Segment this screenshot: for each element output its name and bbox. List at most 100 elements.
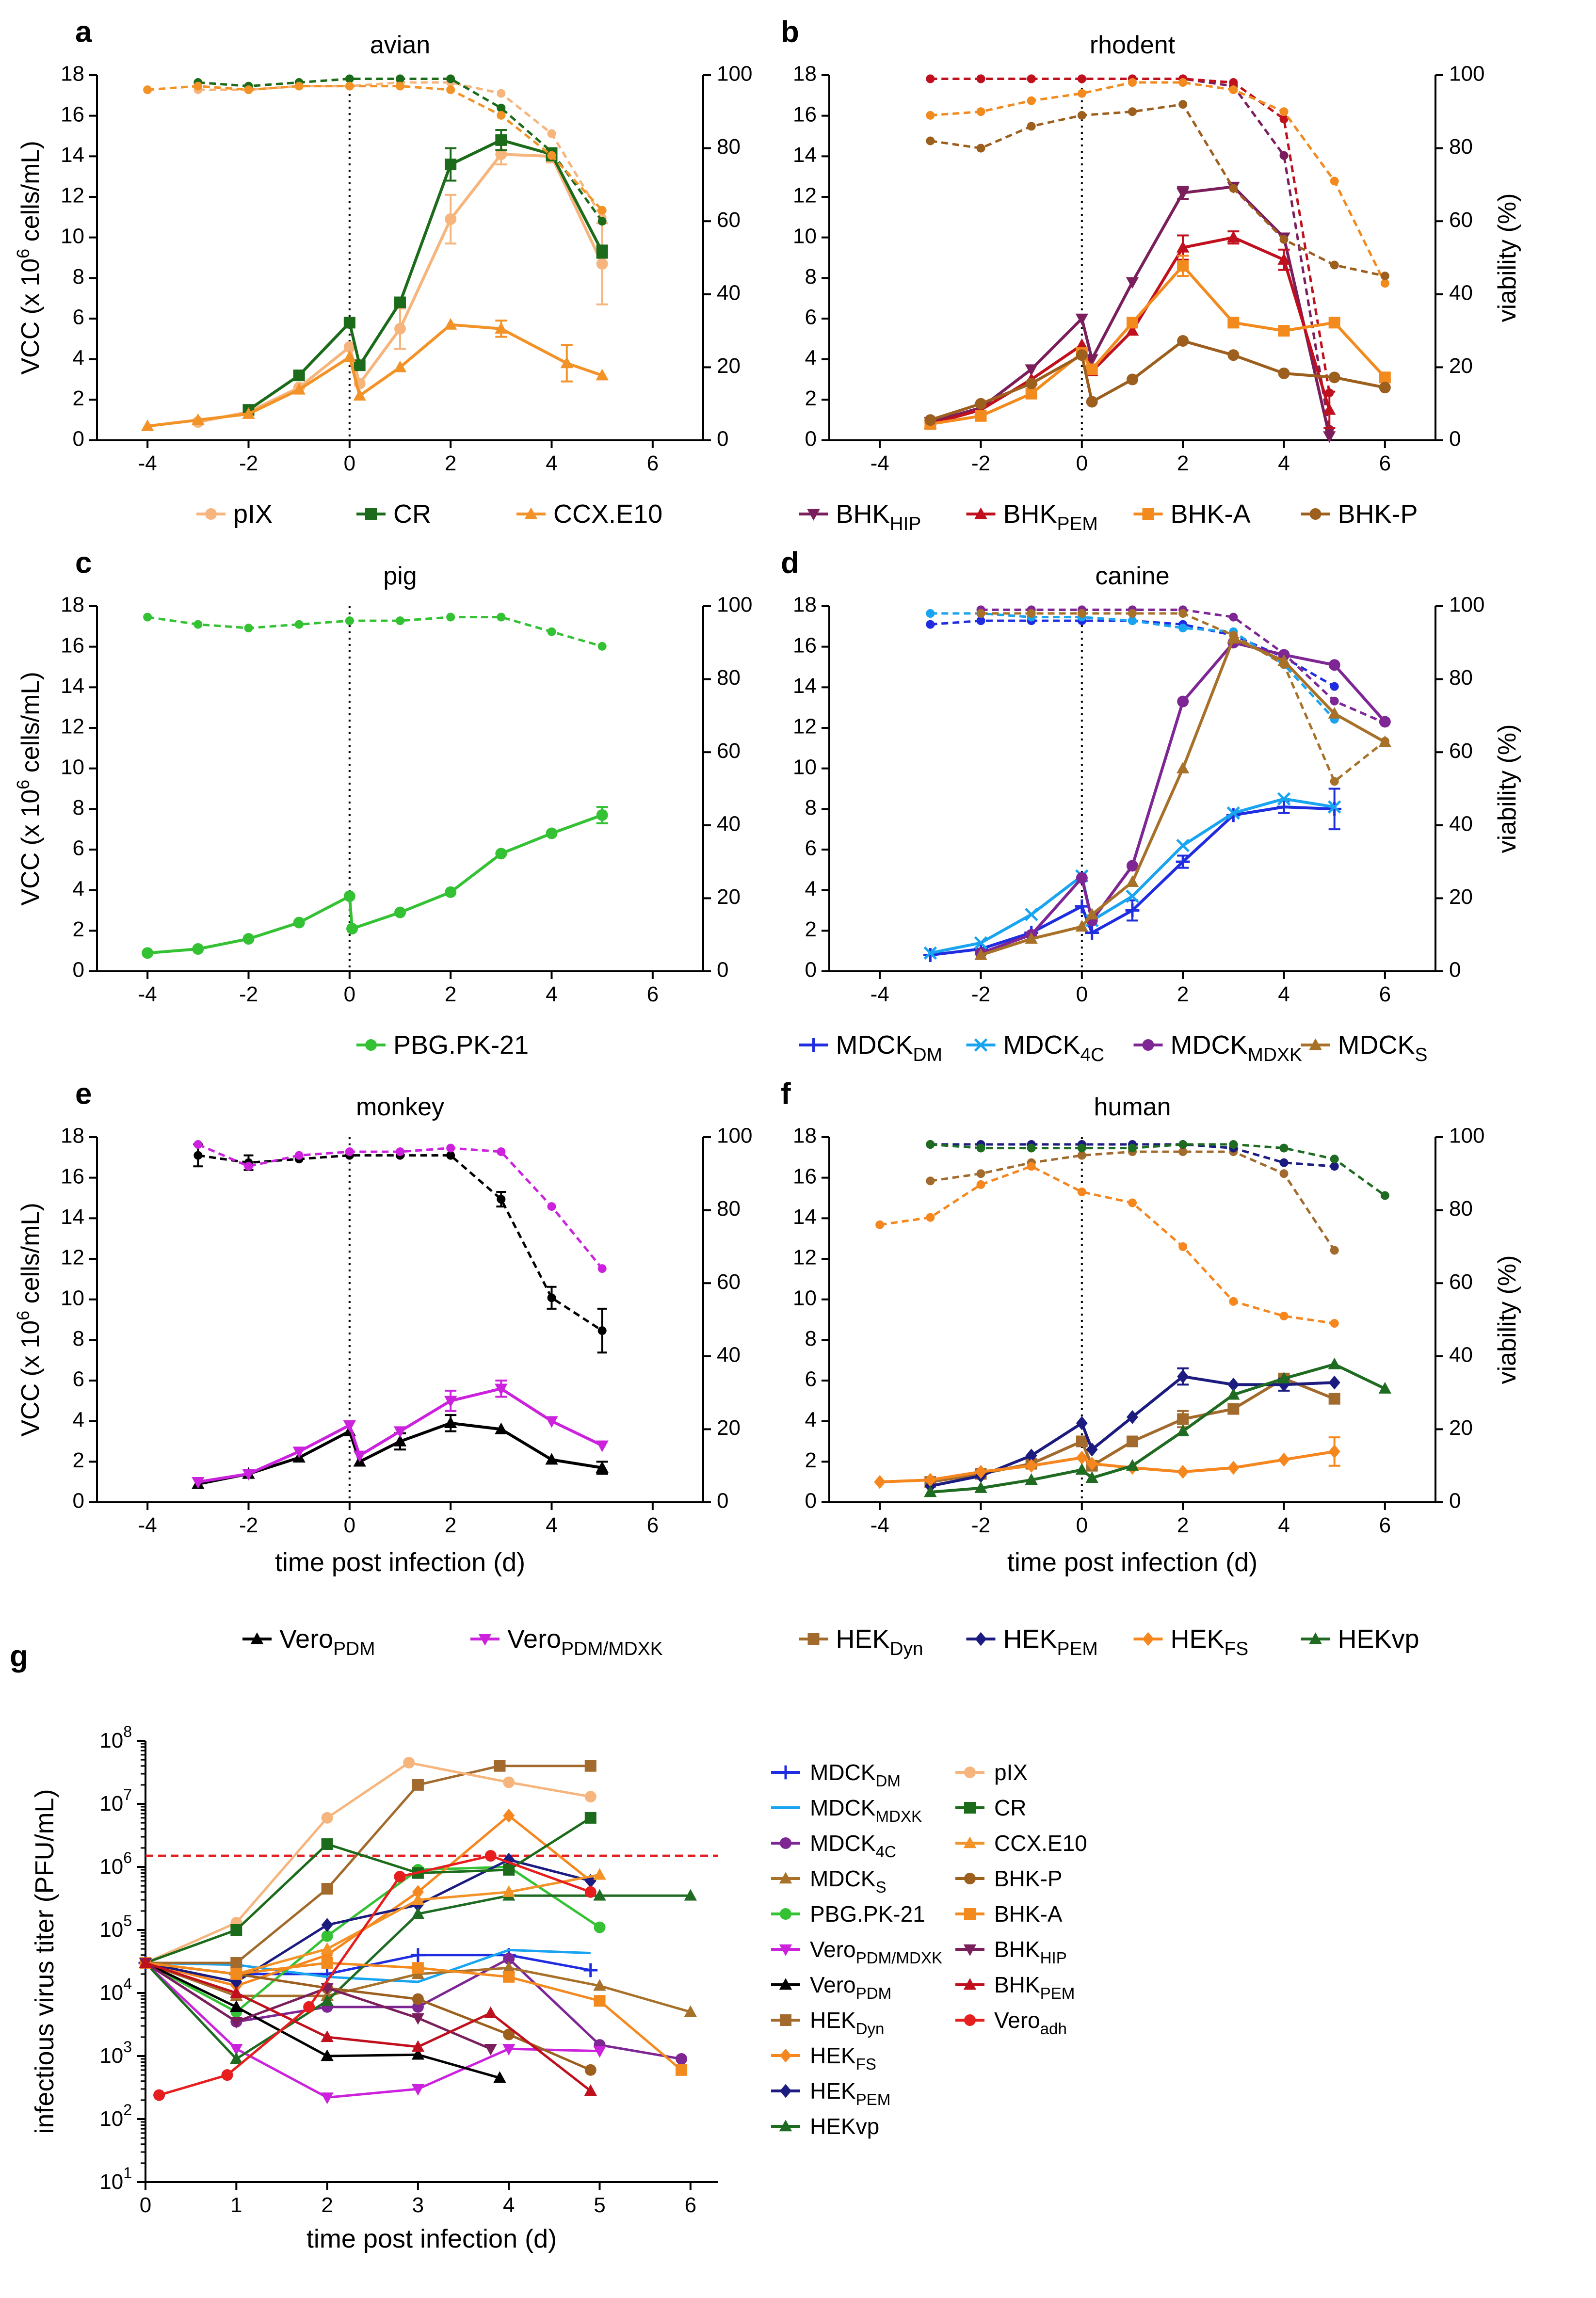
vcc-point — [1379, 371, 1391, 384]
legend-label-text: BHK-P — [994, 1866, 1063, 1891]
viability-point — [1330, 1162, 1339, 1171]
viability-point — [244, 1162, 253, 1171]
vcc-point — [1177, 1413, 1189, 1425]
vcc-point — [495, 134, 507, 146]
legend-item: pIX — [955, 1760, 1028, 1785]
legend-swatch-marker — [780, 2048, 791, 2063]
viability-point — [1380, 279, 1389, 288]
viability-point — [1178, 609, 1188, 618]
y-tick-label: 102 — [99, 2101, 132, 2131]
vcc-point — [1086, 1457, 1098, 1471]
viability-point — [396, 81, 404, 91]
x-tick-label: 0 — [344, 982, 355, 1006]
y-tick-label: 4 — [805, 1408, 817, 1431]
legend-label-text: Vero — [810, 1937, 856, 1962]
viability-point — [446, 612, 455, 622]
viability-line — [197, 1154, 603, 1332]
viability-point — [926, 1140, 935, 1149]
legend-label: HEKDyn — [810, 2008, 884, 2038]
legend-swatch-marker — [780, 2084, 791, 2098]
legend-swatch-marker — [205, 508, 217, 520]
vcc-point — [1127, 1435, 1138, 1447]
viability-point — [1077, 111, 1086, 120]
y2-tick-label: 60 — [717, 1270, 741, 1294]
legend-item: CR — [356, 499, 431, 529]
viability-point — [193, 81, 203, 91]
legend-swatch-marker — [780, 1837, 791, 1849]
legend-label-text: Vero — [994, 2008, 1040, 2033]
legend-label-text: PBG.PK-21 — [393, 1030, 529, 1060]
titer-point — [230, 2052, 243, 2064]
vcc-point — [1226, 806, 1241, 820]
vcc-point — [874, 1475, 886, 1489]
vcc-point — [1227, 1403, 1240, 1415]
y-tick-label: 104 — [99, 1975, 132, 2005]
legend-label-text: HEKvp — [1338, 1624, 1419, 1654]
titer-point — [221, 2069, 233, 2081]
vcc-point — [1076, 1435, 1088, 1447]
viability-line — [147, 85, 603, 211]
titer-line — [145, 1816, 592, 1964]
vcc-point — [1328, 1357, 1341, 1369]
titer-point — [412, 1885, 424, 1899]
viability-point — [446, 1151, 455, 1160]
x-tick-label: -4 — [138, 451, 157, 475]
titer-point — [583, 1963, 598, 1977]
legend-item: HEKvp — [1301, 1624, 1419, 1654]
titer-point — [502, 1885, 516, 1897]
vcc-point — [1085, 908, 1098, 920]
y-tick-label: 8 — [73, 796, 84, 820]
titer-point — [503, 1953, 515, 1965]
legend-label-text: BHK-A — [1171, 499, 1251, 529]
titer-point — [411, 2048, 425, 2060]
legend-swatch-marker — [963, 1836, 977, 1848]
titer-point — [594, 1995, 606, 2007]
legend-label-sub: 4C — [875, 1843, 896, 1861]
legend-swatch-marker — [807, 509, 820, 521]
legend-label: BHK-P — [1338, 499, 1418, 529]
vcc-point — [1025, 932, 1038, 944]
vcc-point — [1176, 241, 1190, 253]
legend-label: CR — [994, 1795, 1026, 1820]
y2-axis-label: viability (%) — [1493, 1255, 1521, 1384]
y2-tick-label: 60 — [1449, 1270, 1473, 1294]
x-tick-label: 6 — [1379, 1513, 1391, 1537]
legend-item: CR — [955, 1795, 1026, 1820]
legend-label: VeroPDM/MDXK — [507, 1624, 663, 1659]
viability-point — [1178, 624, 1188, 633]
legend-swatch-marker — [1309, 1632, 1322, 1644]
legend-swatch-marker — [964, 1767, 976, 1778]
titer-point — [321, 1812, 333, 1824]
y-tick-label: 6 — [73, 305, 84, 329]
panel-label: e — [75, 1077, 92, 1110]
y-tick-label: 16 — [793, 1164, 817, 1188]
vcc-point — [1278, 367, 1290, 379]
panel-label: a — [75, 15, 92, 48]
vcc-point — [1127, 1410, 1138, 1424]
viability-point — [1128, 1198, 1137, 1207]
vcc-line — [930, 1375, 1335, 1488]
legend-label: BHK-P — [994, 1866, 1063, 1891]
titer-point — [593, 2046, 606, 2058]
viability-point — [547, 151, 556, 160]
vcc-point — [394, 322, 406, 335]
y2-tick-label: 100 — [1449, 62, 1484, 86]
titer-point — [139, 1956, 152, 1968]
legend: pIXCRCCX.E10BHK-PBHK-ABHKHIPBHKPEMVeroad… — [955, 1760, 1087, 2038]
viability-point — [143, 85, 152, 95]
viability-point — [396, 74, 404, 83]
titer-point — [584, 2084, 597, 2096]
viability-point — [1330, 696, 1339, 706]
panel-b: b rhodent 0 2 4 6 8 10 12 14 16 18 0 20 40 60 80 100 -4 -2 0… — [781, 15, 1521, 534]
viability-point — [1279, 151, 1289, 160]
vcc-point — [974, 1481, 987, 1493]
legend-swatch-marker — [963, 1944, 977, 1956]
viability-point — [1330, 177, 1339, 186]
titer-point — [493, 2071, 506, 2083]
y-tick-label: 6 — [73, 1367, 84, 1391]
vcc-point — [1176, 761, 1190, 773]
vcc-point — [346, 923, 358, 935]
vcc-point — [1227, 1461, 1240, 1475]
titer-point — [411, 1893, 425, 1905]
y-tick-label: 6 — [805, 836, 817, 860]
